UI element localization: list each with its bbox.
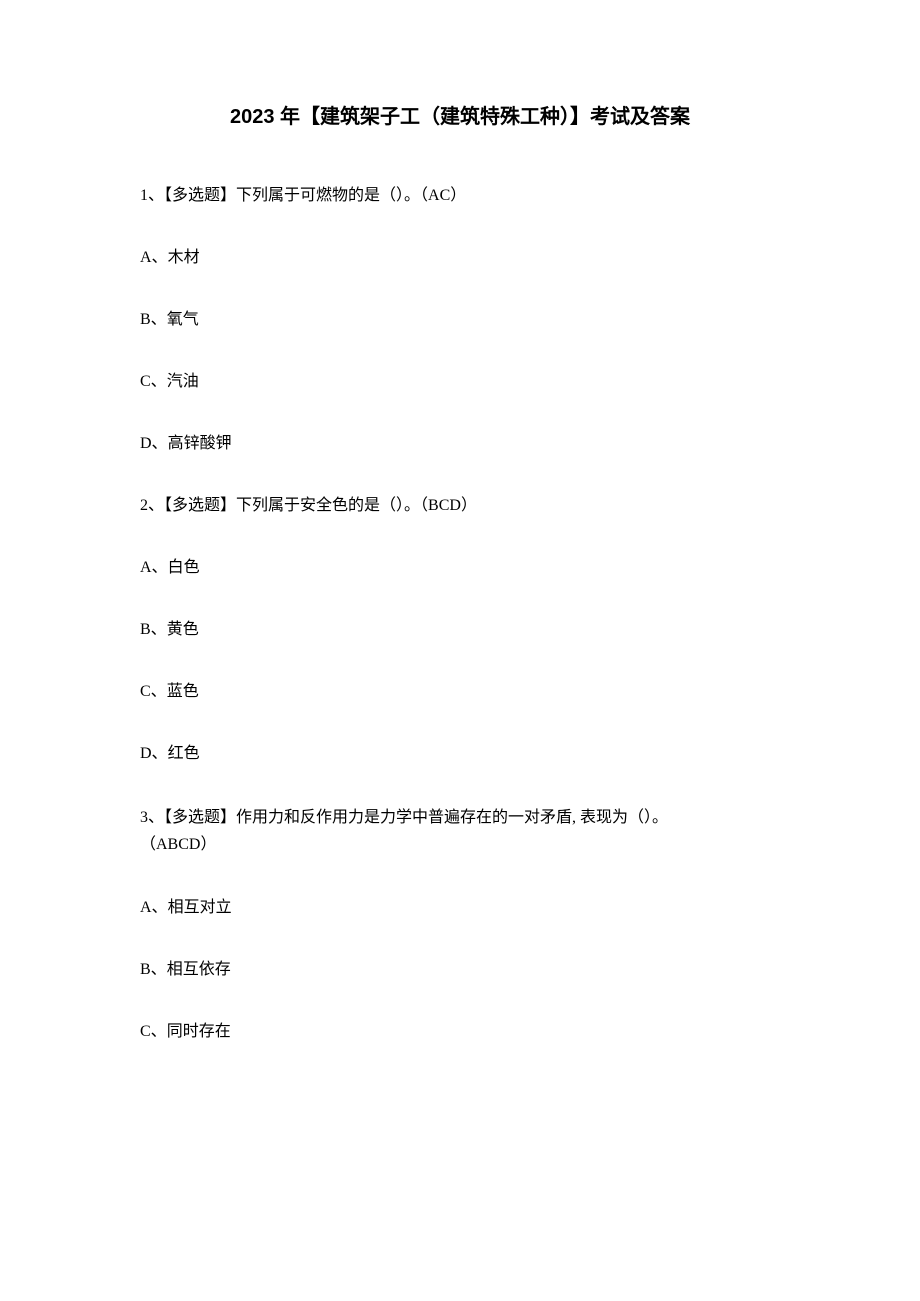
- option-label: C、: [140, 373, 167, 390]
- question-answer: （ABCD）: [140, 836, 216, 853]
- option-2b: B、黄色: [140, 618, 780, 642]
- question-type: 【多选题】: [164, 187, 236, 204]
- option-text: 高锌酸钾: [168, 435, 232, 452]
- document-title: 2023 年【建筑架子工（建筑特殊工种）】考试及答案: [140, 100, 780, 129]
- question-3: 3、【多选题】作用力和反作用力是力学中普遍存在的一对矛盾, 表现为（）。 （ABC…: [140, 804, 780, 858]
- question-text: 下列属于可燃物的是（）。: [236, 187, 420, 204]
- option-text: 黄色: [167, 621, 199, 638]
- option-text: 木材: [168, 249, 200, 266]
- option-label: D、: [140, 435, 168, 452]
- option-label: B、: [140, 621, 167, 638]
- question-answer: （BCD）: [420, 497, 477, 514]
- option-label: C、: [140, 1023, 167, 1040]
- option-text: 氧气: [167, 311, 199, 328]
- option-text: 红色: [168, 745, 200, 762]
- option-1a: A、木材: [140, 246, 780, 270]
- question-type: 【多选题】: [164, 809, 236, 826]
- option-1c: C、汽油: [140, 370, 780, 394]
- question-text: 作用力和反作用力是力学中普遍存在的一对矛盾, 表现为（）。: [236, 809, 668, 826]
- option-3b: B、相互依存: [140, 958, 780, 982]
- question-text: 下列属于安全色的是（）。: [236, 497, 420, 514]
- question-number: 2、: [140, 497, 164, 514]
- question-number: 1、: [140, 187, 164, 204]
- question-2: 2、【多选题】下列属于安全色的是（）。（BCD）: [140, 494, 780, 518]
- option-text: 汽油: [167, 373, 199, 390]
- option-label: A、: [140, 249, 168, 266]
- question-type: 【多选题】: [164, 497, 236, 514]
- option-2a: A、白色: [140, 556, 780, 580]
- option-1b: B、氧气: [140, 308, 780, 332]
- option-3c: C、同时存在: [140, 1020, 780, 1044]
- question-number: 3、: [140, 809, 164, 826]
- option-label: B、: [140, 961, 167, 978]
- option-text: 相互对立: [168, 899, 232, 916]
- option-text: 蓝色: [167, 683, 199, 700]
- option-3a: A、相互对立: [140, 896, 780, 920]
- question-1: 1、【多选题】下列属于可燃物的是（）。（AC）: [140, 184, 780, 208]
- option-label: B、: [140, 311, 167, 328]
- option-2d: D、红色: [140, 742, 780, 766]
- option-label: A、: [140, 559, 168, 576]
- option-text: 同时存在: [167, 1023, 231, 1040]
- option-text: 白色: [168, 559, 200, 576]
- option-label: C、: [140, 683, 167, 700]
- option-1d: D、高锌酸钾: [140, 432, 780, 456]
- option-label: A、: [140, 899, 168, 916]
- option-2c: C、蓝色: [140, 680, 780, 704]
- question-answer: （AC）: [420, 187, 466, 204]
- option-label: D、: [140, 745, 168, 762]
- option-text: 相互依存: [167, 961, 231, 978]
